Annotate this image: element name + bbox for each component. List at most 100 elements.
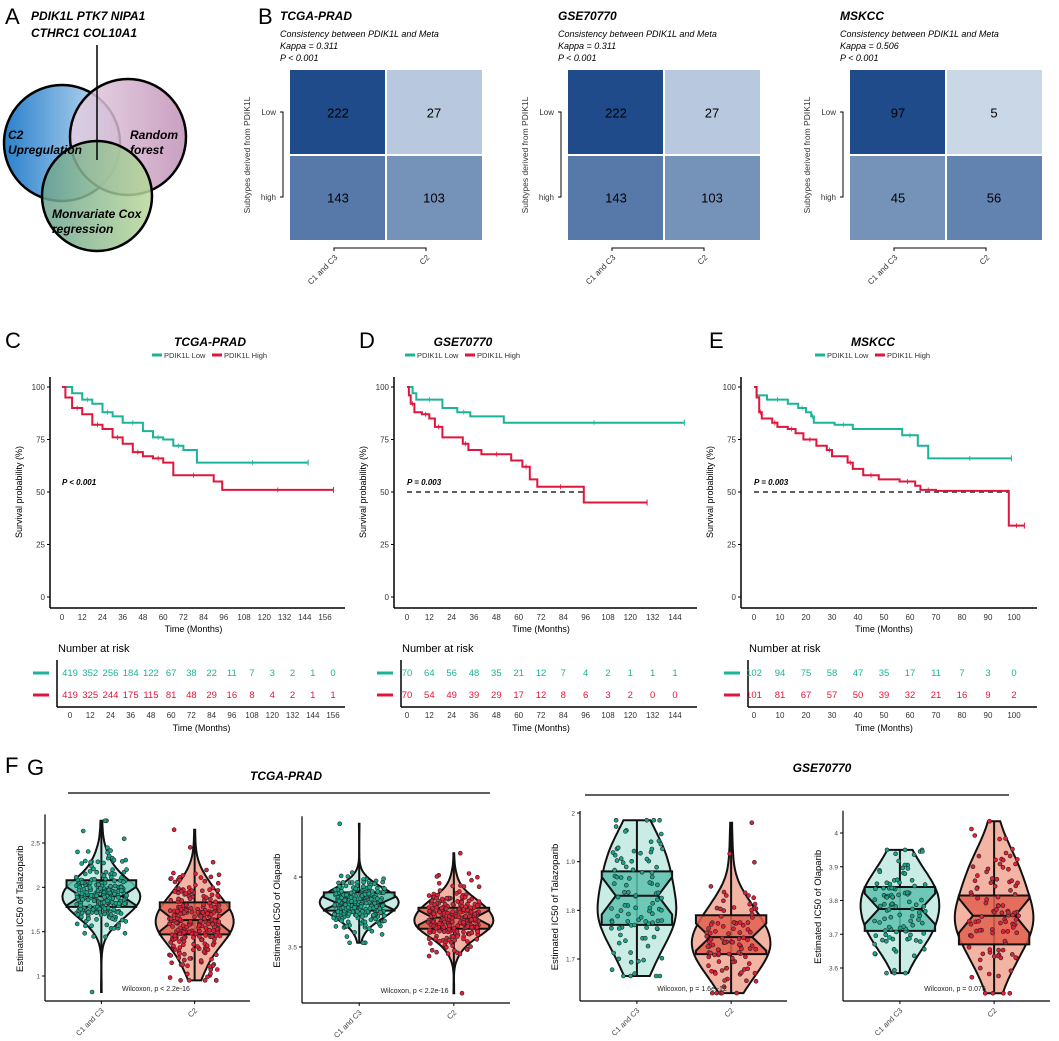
data-point bbox=[731, 905, 737, 910]
risk-count: 50 bbox=[853, 690, 864, 701]
data-point bbox=[909, 913, 915, 919]
data-point bbox=[749, 907, 754, 913]
data-point bbox=[1003, 919, 1008, 925]
data-point bbox=[989, 876, 995, 881]
data-point bbox=[337, 821, 343, 827]
data-point bbox=[204, 895, 209, 901]
data-point bbox=[884, 970, 889, 976]
violin-y-axis-label: Estimated IC50 of Olaparib bbox=[272, 854, 283, 968]
data-point bbox=[332, 902, 338, 908]
data-point bbox=[85, 897, 91, 903]
data-point bbox=[625, 890, 631, 895]
data-point bbox=[651, 817, 657, 823]
x-tick-label: 70 bbox=[932, 613, 941, 622]
data-point bbox=[105, 845, 110, 851]
risk-x-axis-label: Time (Months) bbox=[855, 723, 913, 733]
risk-x-tick-label: 90 bbox=[984, 711, 993, 720]
data-point bbox=[629, 858, 635, 864]
data-point bbox=[171, 912, 177, 918]
data-point bbox=[434, 949, 439, 955]
data-point bbox=[907, 936, 912, 941]
data-point bbox=[977, 965, 983, 971]
risk-x-tick-label: 120 bbox=[266, 711, 280, 720]
data-point bbox=[721, 984, 727, 990]
risk-count: 17 bbox=[513, 690, 524, 701]
data-point bbox=[658, 831, 664, 837]
data-point bbox=[182, 910, 187, 915]
wilcoxon-stat: Wilcoxon, p < 2.2e-16 bbox=[381, 988, 449, 995]
data-point bbox=[340, 880, 346, 885]
heatmap-cell-value: 143 bbox=[327, 191, 349, 206]
data-point bbox=[370, 912, 376, 918]
data-point bbox=[200, 910, 206, 915]
data-point bbox=[889, 901, 895, 907]
data-point bbox=[177, 945, 183, 950]
risk-x-tick-label: 0 bbox=[405, 711, 410, 720]
x-tick-label: 60 bbox=[159, 613, 168, 622]
data-point bbox=[207, 887, 212, 893]
data-point bbox=[655, 882, 660, 888]
data-point bbox=[468, 944, 473, 949]
data-point bbox=[83, 858, 88, 864]
data-point bbox=[1016, 913, 1021, 919]
risk-count: 64 bbox=[424, 668, 435, 679]
data-point bbox=[465, 924, 471, 929]
data-point bbox=[184, 902, 189, 908]
data-point bbox=[369, 928, 375, 934]
data-point bbox=[476, 884, 482, 890]
y-tick-label: 25 bbox=[380, 541, 389, 550]
x-tick-label: 48 bbox=[492, 613, 501, 622]
data-point bbox=[905, 866, 911, 871]
data-point bbox=[969, 933, 974, 939]
x-tick-label: 96 bbox=[581, 613, 590, 622]
heatmap-row-bracket bbox=[558, 111, 562, 198]
data-point bbox=[426, 905, 432, 910]
data-point bbox=[723, 893, 729, 898]
data-point bbox=[890, 894, 895, 900]
data-point bbox=[178, 911, 183, 917]
heatmap-pvalue: P < 0.001 bbox=[280, 53, 318, 63]
data-point bbox=[659, 918, 665, 923]
km-curve-low bbox=[754, 386, 1012, 460]
data-point bbox=[1013, 917, 1019, 922]
data-point bbox=[168, 897, 174, 903]
risk-x-tick-label: 50 bbox=[880, 711, 889, 720]
risk-x-tick-label: 72 bbox=[537, 711, 546, 720]
data-point bbox=[192, 914, 197, 920]
data-point bbox=[445, 951, 451, 957]
data-point bbox=[1006, 910, 1011, 915]
x-tick-label: 48 bbox=[138, 613, 147, 622]
data-point bbox=[102, 911, 108, 917]
heatmap-col-label: C2 bbox=[418, 253, 432, 267]
km-y-axis-label: Survival probability (%) bbox=[705, 446, 715, 538]
data-point bbox=[216, 872, 222, 878]
heatmap-row-label: Low bbox=[821, 108, 836, 117]
y-tick-label: 75 bbox=[380, 436, 389, 445]
data-point bbox=[609, 967, 615, 973]
violin-y-axis-label: Estimated IC50 of Talazoparib bbox=[550, 844, 561, 971]
risk-count: 94 bbox=[775, 668, 786, 679]
data-point bbox=[1009, 952, 1015, 957]
risk-count: 419 bbox=[62, 668, 78, 679]
data-point bbox=[352, 896, 358, 902]
data-point bbox=[457, 951, 463, 957]
data-point bbox=[745, 920, 751, 925]
data-point bbox=[459, 990, 465, 996]
heatmap-cell-value: 103 bbox=[423, 191, 445, 206]
data-point bbox=[381, 913, 387, 919]
data-point bbox=[205, 911, 210, 916]
risk-x-tick-label: 24 bbox=[447, 711, 456, 720]
data-point bbox=[722, 940, 728, 945]
data-point bbox=[740, 922, 746, 928]
data-point bbox=[212, 905, 218, 910]
data-point bbox=[209, 934, 215, 940]
data-point bbox=[198, 875, 204, 880]
data-point bbox=[468, 909, 474, 915]
data-point bbox=[752, 901, 758, 907]
data-point bbox=[884, 894, 890, 900]
data-point bbox=[657, 817, 662, 823]
venn-set-label: Random bbox=[130, 128, 178, 142]
data-point bbox=[734, 990, 740, 996]
data-point bbox=[80, 828, 86, 834]
data-point bbox=[195, 910, 201, 915]
